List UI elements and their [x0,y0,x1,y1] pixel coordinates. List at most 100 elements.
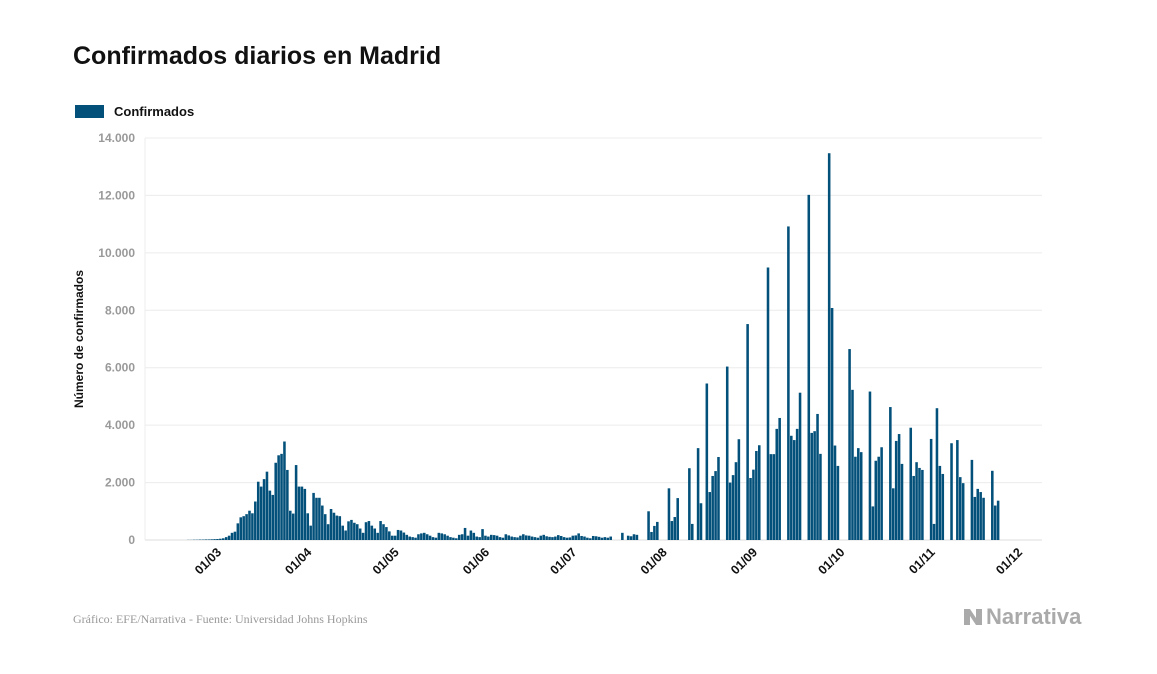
bar [309,525,312,540]
bar [880,447,883,540]
bar [833,445,837,540]
bar [306,513,310,540]
bar [696,448,700,540]
bar [393,535,397,540]
bar [452,537,455,540]
bar [958,477,962,540]
bar [554,536,557,540]
bar [970,459,974,540]
bar [536,537,540,540]
bar [283,441,286,540]
bar [932,523,936,540]
bar [358,528,362,540]
bar [746,324,749,540]
logo-text: Narrativa [986,604,1082,629]
bar [440,533,444,540]
x-tick-label: 01/09 [728,545,760,577]
bar [650,531,653,540]
bar [230,532,234,540]
y-tick-label: 12.000 [98,188,135,202]
bar [956,440,959,540]
bar [478,537,481,540]
bar [498,537,502,540]
x-tick-label: 01/07 [547,545,579,577]
bar [556,535,560,540]
bar [574,535,578,540]
bar [294,465,298,540]
bar [559,535,563,540]
bar [545,536,548,540]
bar [609,536,612,540]
bar [411,537,414,540]
bar [379,521,382,540]
bar [323,514,327,540]
bar [961,483,965,540]
bar [329,508,333,540]
bar [591,535,595,540]
bar [600,537,604,540]
bar [341,525,344,540]
bar [562,537,566,540]
bar [382,524,385,540]
bar [571,535,575,540]
bar [752,469,755,540]
bar [297,486,301,540]
y-tick-label: 14.000 [98,131,135,145]
bar [551,537,554,540]
y-tick-label: 8.000 [105,303,135,317]
x-tick-label: 01/05 [370,545,402,577]
bar [344,530,347,540]
x-tick-label: 01/03 [192,545,224,577]
bar [667,488,671,540]
bar [653,525,656,540]
bar [204,539,208,540]
bar [254,501,257,540]
bar [326,524,330,540]
bar [626,535,630,540]
bar [318,497,321,540]
bar [909,427,913,540]
bar [790,435,793,540]
bar [717,457,720,540]
bar [222,538,225,540]
bar [912,475,915,540]
bar [941,473,945,540]
bar [938,465,942,540]
bar [859,452,863,540]
bar [991,470,994,540]
bar [915,462,918,540]
bar [262,479,266,540]
bar [475,536,478,540]
bar [632,534,636,540]
bar [437,532,441,540]
bar [277,455,280,540]
bar [670,521,674,540]
bar [370,525,374,540]
bar [795,428,799,540]
bar [589,538,592,540]
y-axis-title: Número de confirmados [72,270,86,408]
bar [332,512,336,540]
bar [207,539,210,540]
bar [993,505,997,540]
bar [854,456,857,540]
bar [690,523,694,540]
bar [979,492,982,540]
bar [737,439,741,540]
bar [897,434,901,540]
bar [463,527,467,540]
bar [248,510,251,540]
bar [355,524,359,540]
bar [402,532,406,540]
bar [288,510,292,540]
bar [469,530,473,540]
bar [621,532,624,540]
bar [725,366,729,540]
bar [527,535,531,540]
bar [291,513,295,540]
bar [929,438,933,540]
bar [894,440,898,540]
bar [492,535,496,540]
bar [524,535,528,540]
